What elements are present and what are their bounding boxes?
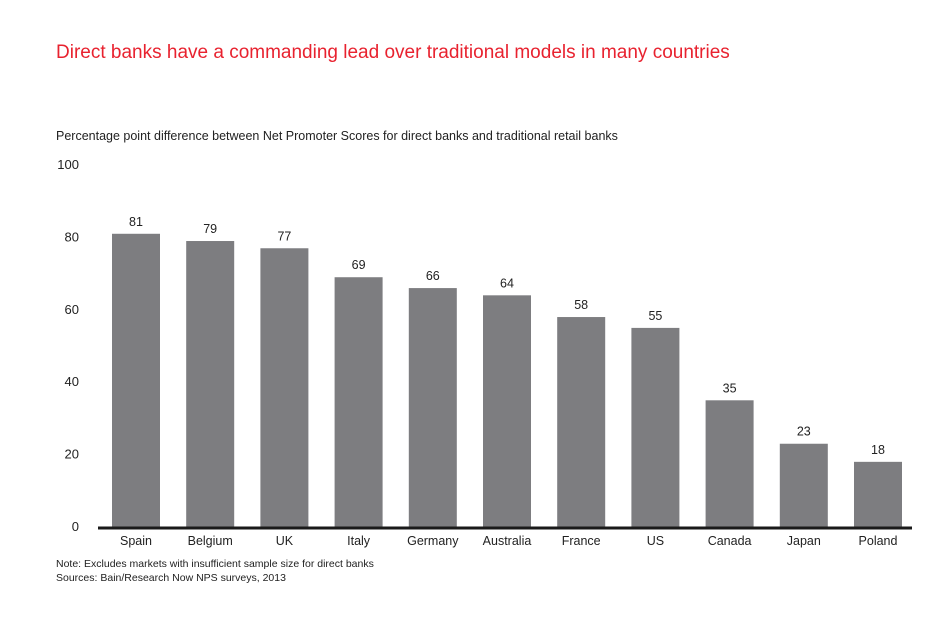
x-tick-label: Poland (859, 534, 898, 548)
data-label: 58 (574, 298, 588, 312)
data-label: 64 (500, 276, 514, 290)
bar (631, 327, 680, 527)
x-tick-label: Italy (347, 534, 371, 548)
bar (483, 295, 531, 527)
x-tick-label: Australia (483, 534, 532, 548)
x-tick-label: Japan (787, 534, 821, 548)
x-tick-label: Canada (708, 534, 752, 548)
data-label: 23 (797, 425, 811, 439)
bar (779, 443, 828, 527)
x-tick-label: US (647, 534, 664, 548)
bar (186, 241, 235, 527)
chart-title: Direct banks have a commanding lead over… (56, 42, 730, 63)
data-label: 69 (352, 258, 366, 272)
sources-note: Sources: Bain/Research Now NPS surveys, … (56, 572, 286, 584)
bar (334, 277, 383, 527)
data-label: 66 (426, 269, 440, 283)
bar (112, 233, 160, 527)
y-tick-label: 0 (72, 519, 79, 534)
x-tick-label: Belgium (188, 534, 233, 548)
data-label: 55 (648, 309, 662, 323)
bar (854, 461, 902, 527)
footnote: Note: Excludes markets with insufficient… (56, 558, 374, 570)
data-label: 81 (129, 215, 143, 229)
bar (557, 317, 606, 527)
x-tick-label: France (562, 534, 601, 548)
x-tick-label: Germany (407, 534, 459, 548)
y-tick-label: 80 (65, 229, 79, 244)
data-label: 77 (277, 229, 291, 243)
y-tick-label: 20 (65, 447, 79, 462)
bar (705, 400, 754, 527)
data-label: 79 (203, 222, 217, 236)
bar (260, 248, 309, 527)
chart-subtitle: Percentage point difference between Net … (56, 129, 618, 143)
y-tick-label: 100 (57, 157, 79, 172)
data-label: 18 (871, 443, 885, 457)
x-tick-label: Spain (120, 534, 152, 548)
y-tick-label: 40 (65, 374, 79, 389)
bar (408, 288, 457, 527)
y-tick-label: 60 (65, 302, 79, 317)
x-tick-label: UK (276, 534, 294, 548)
data-label: 35 (723, 381, 737, 395)
